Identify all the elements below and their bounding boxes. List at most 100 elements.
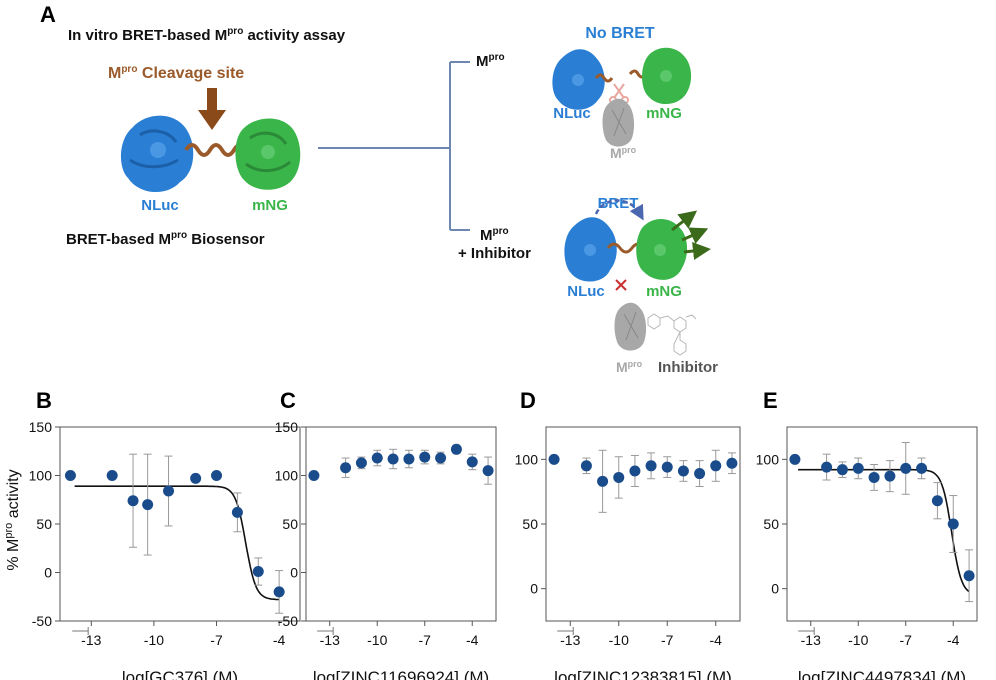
data-point	[884, 470, 896, 482]
plot-frame	[305, 426, 497, 622]
cut-linker-left	[594, 73, 614, 83]
data-point	[387, 453, 399, 465]
x-axis-label: log[ZINC11696924] (M)	[313, 668, 489, 680]
data-point	[252, 566, 264, 578]
data-point	[613, 471, 625, 483]
data-point	[597, 475, 609, 487]
data-point	[340, 462, 352, 474]
bret-transfer-arrow	[594, 199, 644, 221]
data-point	[371, 452, 383, 464]
x-tick-label: -13	[801, 632, 821, 648]
data-point	[211, 470, 223, 481]
y-tick-label: 0	[290, 565, 298, 581]
data-point	[273, 586, 285, 598]
x-tick-label: -13	[560, 632, 580, 648]
nluc-protein-shape	[120, 115, 194, 193]
data-point	[645, 460, 657, 472]
y-tick-label: 150	[29, 419, 53, 435]
x-axis-label: log[GC376] (M)	[122, 668, 238, 680]
panel-letter: B	[36, 388, 52, 413]
y-tick-label: 100	[515, 451, 539, 467]
y-tick-label: -50	[278, 613, 298, 629]
y-tick-label: 0	[44, 565, 52, 581]
y-tick-label: 150	[275, 419, 299, 435]
panel-a-title: In vitro BRET-based Mpro activity assay	[68, 26, 346, 44]
branch-inhibitor-label: + Inhibitor	[458, 245, 531, 262]
nluc-label: NLuc	[141, 197, 179, 214]
data-point	[419, 451, 431, 463]
y-tick-label: 50	[282, 516, 298, 532]
mng-top-label: mNG	[646, 105, 682, 122]
y-tick-label: -50	[32, 613, 52, 629]
fit-curve	[74, 485, 280, 601]
nluc-bottom-label: NLuc	[567, 283, 605, 300]
mpro-top-shape	[602, 98, 635, 147]
plot-frame	[59, 426, 301, 622]
data-point	[868, 471, 880, 483]
mng-protein-shape	[235, 118, 301, 190]
x-tick-label: -13	[320, 632, 340, 648]
cleavage-site-label: Mpro Cleavage site	[108, 64, 244, 82]
data-point	[726, 457, 738, 469]
x-axis-label: log[ZINC12383815] (M)	[554, 668, 732, 680]
x-tick-label: -10	[367, 632, 387, 648]
data-point	[629, 465, 641, 477]
nluc-top-shape	[552, 49, 605, 110]
data-point	[789, 453, 801, 465]
mpro-top-label: Mpro	[610, 145, 637, 161]
data-point	[163, 485, 175, 497]
y-tick-label: 50	[36, 516, 52, 532]
x-tick-label: -4	[273, 632, 286, 648]
x-tick-label: -7	[661, 632, 674, 648]
data-point	[694, 468, 706, 480]
y-axis-label: % Mpro activity	[3, 469, 22, 570]
x-tick-label: -7	[210, 632, 223, 648]
data-point	[355, 457, 367, 469]
x-tick-label: -4	[466, 632, 479, 648]
data-point	[710, 460, 722, 472]
x-tick-label: -10	[144, 632, 164, 648]
data-point	[821, 461, 833, 473]
y-tick-label: 100	[275, 468, 299, 484]
data-point	[466, 456, 478, 468]
y-tick-label: 0	[771, 581, 779, 597]
data-point	[450, 443, 462, 455]
data-point	[852, 462, 864, 474]
data-point	[403, 453, 415, 465]
inhibitor-label: Inhibitor	[658, 359, 718, 376]
data-point	[836, 464, 848, 476]
data-point	[106, 470, 118, 481]
data-point	[482, 465, 494, 477]
chart-panel-e: E 100 50 0 -13 -10 -7 -4 log[ZINC4497834] (M)	[756, 388, 978, 680]
x-axis-label: log[ZINC4497834] (M)	[798, 668, 966, 680]
panel-letter: D	[520, 388, 536, 413]
panel-a-letter: A	[40, 2, 56, 27]
blocked-cut-icon	[615, 279, 627, 291]
y-tick-label: 50	[522, 516, 538, 532]
x-tick-label: -10	[848, 632, 868, 648]
x-tick-label: -10	[609, 632, 629, 648]
y-tick-label: 0	[530, 581, 538, 597]
inhibitor-structure-icon	[647, 313, 697, 356]
data-point	[661, 461, 673, 473]
x-tick-label: -7	[419, 632, 432, 648]
mng-top-shape	[642, 47, 692, 105]
data-point	[435, 452, 447, 464]
no-bret-label: No BRET	[585, 25, 655, 42]
mpro-bottom-shape	[614, 302, 647, 351]
nluc-top-label: NLuc	[553, 105, 591, 122]
x-tick-label: -7	[900, 632, 913, 648]
cleavage-arrow	[198, 88, 226, 130]
data-point	[677, 465, 689, 477]
y-tick-label: 100	[756, 451, 780, 467]
data-point	[64, 470, 76, 481]
biosensor-label: BRET-based Mpro Biosensor	[66, 230, 265, 248]
data-point	[580, 460, 592, 472]
mng-label: mNG	[252, 197, 288, 214]
x-tick-label: -4	[947, 632, 960, 648]
nluc-bottom-shape	[564, 217, 617, 282]
branch-mpro-inhibitor-label: Mpro	[480, 226, 509, 244]
chart-panel-b: B 150 100 50 0 -50 -13 -10 -7 -4 log[GC376] (M)	[29, 388, 301, 680]
data-point	[931, 495, 943, 507]
